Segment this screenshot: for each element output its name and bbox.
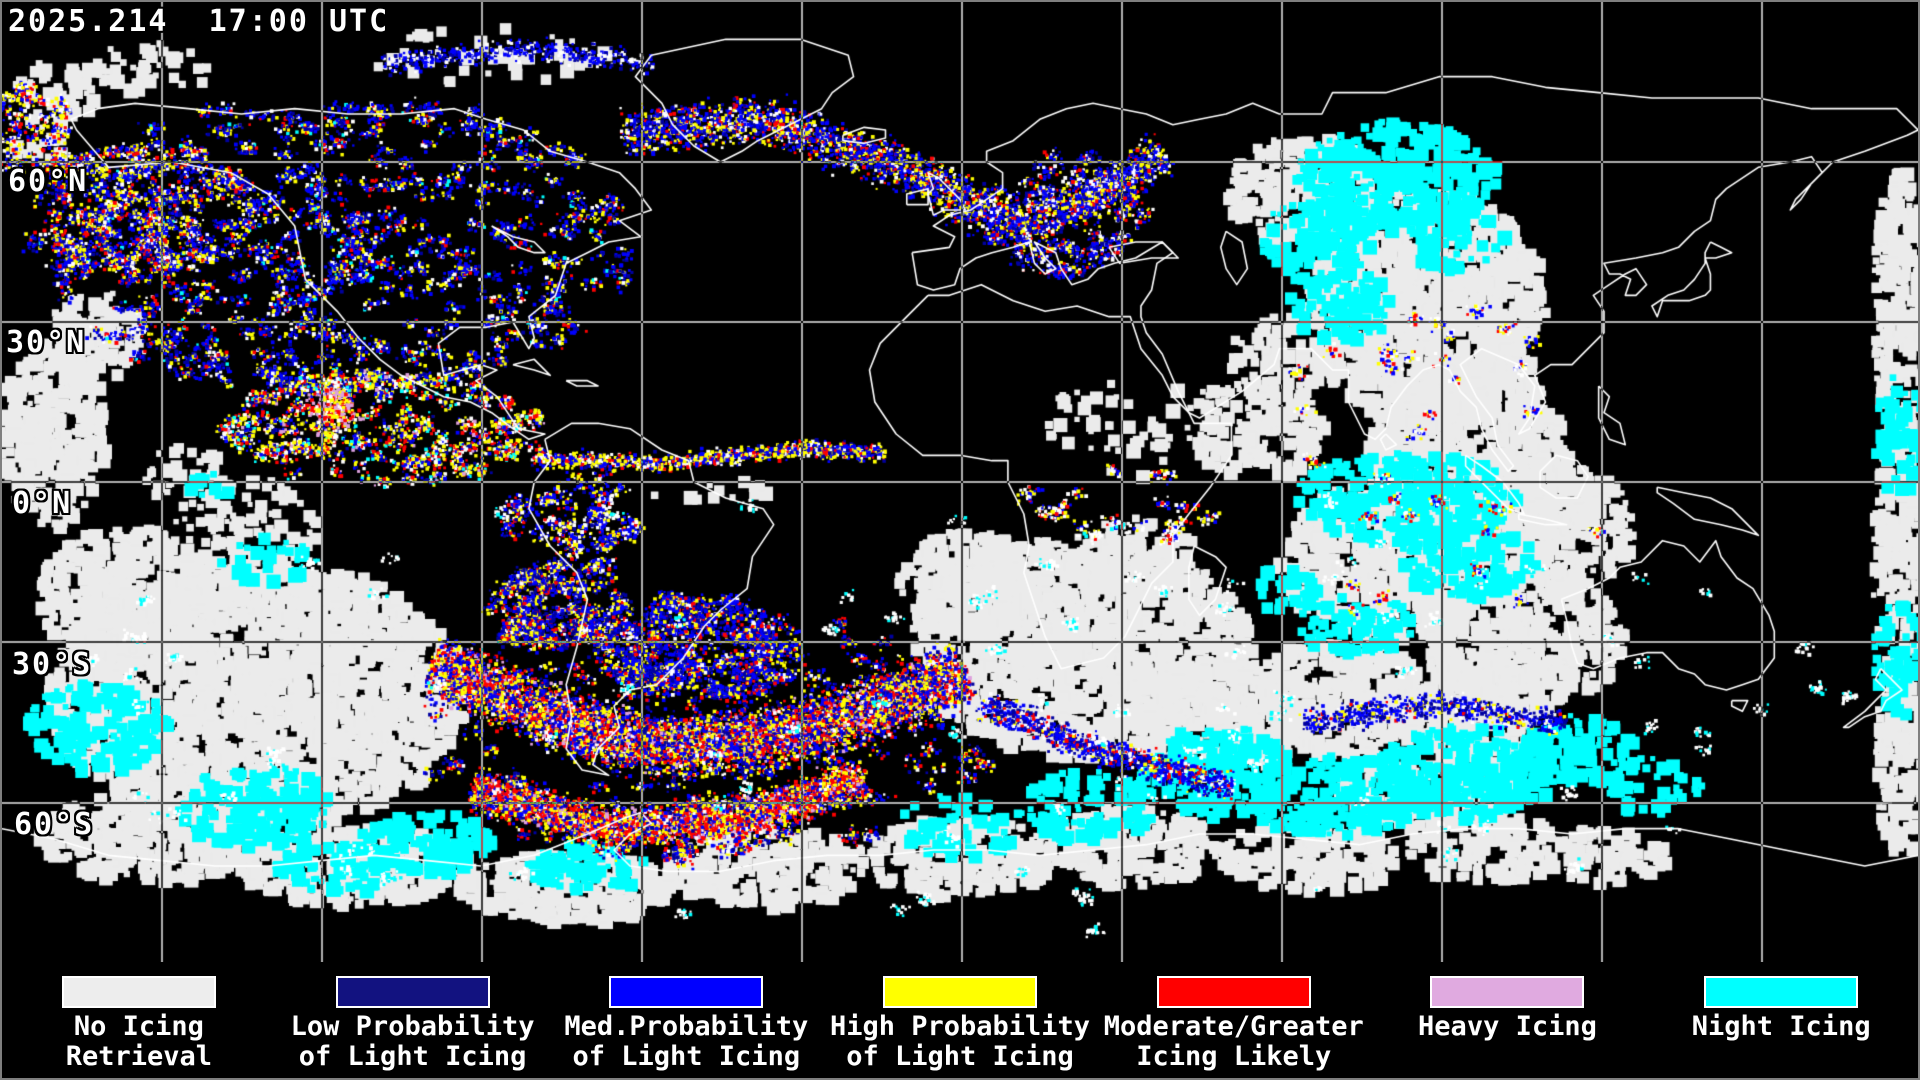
lat-label-60n: 60°N: [8, 164, 89, 199]
med-prob-label: Med.Probability of Light Icing: [564, 1011, 809, 1072]
lat-label-60s: 60°S: [14, 807, 95, 842]
legend-bar: No Icing Retrieval Low Probability of Ligh…: [2, 962, 1918, 1078]
legend-item-moderate: Moderate/Greater Icing Likely: [1097, 962, 1371, 1078]
legend-item-low-prob: Low Probability of Light Icing: [276, 962, 550, 1078]
no-icing-swatch: [61, 976, 216, 1008]
heavy-icing-swatch: [1430, 976, 1585, 1008]
legend-item-high-prob: High Probability of Light Icing: [823, 962, 1097, 1078]
moderate-label: Moderate/Greater Icing Likely: [1103, 1011, 1364, 1072]
lat-label-30s: 30°S: [12, 647, 93, 682]
legend-item-no-icing: No Icing Retrieval: [2, 962, 276, 1078]
timestamp-label: 2025.214 17:00 UTC: [8, 4, 390, 39]
lat-label-0n: 0°N: [12, 486, 73, 521]
med-prob-swatch: [609, 976, 764, 1008]
legend-item-heavy: Heavy Icing: [1371, 962, 1645, 1078]
legend-item-med-prob: Med.Probability of Light Icing: [549, 962, 823, 1078]
moderate-swatch: [1156, 976, 1311, 1008]
lat-label-30n: 30°N: [6, 325, 87, 360]
night-icing-swatch: [1704, 976, 1859, 1008]
high-prob-label: High Probability of Light Icing: [829, 1011, 1091, 1072]
heavy-icing-label: Heavy Icing: [1418, 1011, 1597, 1042]
low-prob-label: Low Probability of Light Icing: [290, 1011, 535, 1072]
high-prob-swatch: [883, 976, 1038, 1008]
no-icing-label: No Icing Retrieval: [65, 1011, 213, 1072]
night-icing-label: Night Icing: [1691, 1011, 1871, 1042]
low-prob-swatch: [335, 976, 490, 1008]
legend-item-night: Night Icing: [1644, 962, 1918, 1078]
icing-map-canvas: [2, 2, 1918, 962]
